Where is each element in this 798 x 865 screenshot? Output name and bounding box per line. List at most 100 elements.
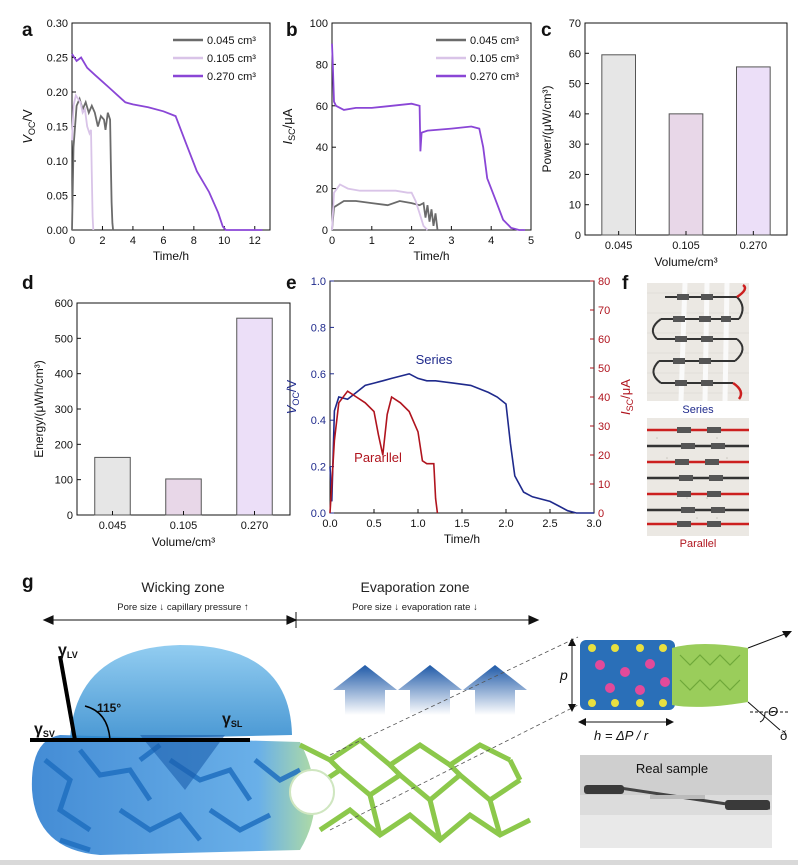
bar-0.105 [668, 113, 704, 236]
real-sample-photo [580, 755, 772, 848]
legend-label-2: 0.105 cm³ [470, 53, 519, 65]
panel-label-f: f [622, 273, 629, 294]
evaporation-arrows [333, 665, 527, 715]
panel-label-a: a [22, 20, 33, 41]
y-left-tick-label: 1.0 [311, 276, 326, 288]
y-right-tick-label: 60 [598, 334, 610, 346]
y-left-tick-label: 0.8 [311, 322, 326, 334]
y-right-tick-label: 10 [598, 479, 610, 491]
wicking-cone [140, 735, 225, 790]
legend-label-3: 0.270 cm³ [207, 71, 256, 83]
theta-label: Θ [768, 704, 778, 719]
y-tick-label: 0.25 [47, 53, 68, 65]
pore-hole [289, 769, 335, 815]
y-tick-label: 0.15 [47, 122, 68, 134]
y-right-tick-label: 70 [598, 305, 610, 317]
x-axis-label: Time/h [413, 249, 449, 263]
y-tick-label: 0.05 [47, 191, 68, 203]
x-tick-label: 10 [218, 235, 230, 247]
y-right-tick-label: 50 [598, 363, 610, 375]
y-right-tick-label: 0 [598, 508, 604, 520]
x-tick-label: 2 [99, 235, 105, 247]
gamma-sl: γSL [222, 711, 243, 729]
bar-0.045 [601, 54, 636, 236]
real-sample-label: Real sample [636, 761, 708, 776]
zoom-line-bottom [329, 704, 579, 831]
x-tick-label: 0 [329, 235, 335, 247]
legend-label-1: 0.045 cm³ [470, 35, 519, 47]
zoom-line-top [329, 636, 579, 756]
y-axis-label: VOC/V [20, 109, 37, 144]
x-tick-label: 3.0 [586, 518, 601, 530]
x-tick-label: 0.270 [241, 520, 269, 532]
y-tick-label: 600 [55, 298, 73, 310]
y-tick-label: 0.20 [47, 87, 68, 99]
y-tick-label: 100 [55, 475, 73, 487]
y-axis-label: ISC/μA [280, 108, 297, 144]
y-tick-label: 400 [55, 369, 73, 381]
parallel-photo-drawing [647, 418, 749, 536]
y-tick-label: 40 [316, 142, 328, 154]
x-tick-label: 12 [249, 235, 261, 247]
legend-label-2: 0.105 cm³ [207, 53, 256, 65]
evap-network [298, 736, 532, 844]
x-tick-label: 1.0 [410, 518, 425, 530]
y-tick-label: 300 [55, 404, 73, 416]
y-tick-label: 20 [569, 169, 581, 181]
x-tick-label: 4 [130, 235, 136, 247]
droplet [70, 645, 292, 740]
parallel-annotation: Pararllel [354, 450, 402, 465]
series-line-2 [71, 93, 95, 231]
x-tick-label: 1 [369, 235, 375, 247]
contact-angle: 115° [97, 701, 121, 715]
y-left-tick-label: 0.0 [311, 508, 326, 520]
y-tick-label: 0 [67, 510, 73, 522]
parallel-caption: Parallel [679, 538, 717, 550]
series-annotation: Series [416, 352, 453, 367]
y-tick-label: 100 [310, 18, 328, 30]
x-axis-label: Volume/cm³ [654, 255, 717, 269]
angle-arc [84, 705, 111, 741]
height-equation: h = ΔP / r [594, 728, 649, 743]
panel-label-e: e [286, 273, 297, 294]
x-tick-label: 8 [191, 235, 197, 247]
x-tick-label: 2.0 [498, 518, 513, 530]
wick-body [31, 735, 315, 855]
y-tick-label: 30 [569, 139, 581, 151]
y-tick-label: 40 [569, 109, 581, 121]
lv-tangent-line [58, 655, 77, 741]
y-tick-label: 10 [569, 200, 581, 212]
bar-0.270 [736, 66, 771, 236]
wicking-subtitle: Pore size ↓ capillary pressure ↑ [117, 602, 248, 613]
x-axis-label: Time/h [444, 532, 480, 546]
y-right-tick-label: 40 [598, 392, 610, 404]
evap-title: Evaporation zone [361, 579, 470, 595]
y-tick-label: 0.10 [47, 156, 68, 168]
y-tick-label: 0 [322, 225, 328, 237]
x-axis-label: Volume/cm³ [152, 535, 215, 549]
legend-label-1: 0.045 cm³ [207, 35, 256, 47]
y-tick-label: 200 [55, 439, 73, 451]
pressure-label: p [559, 667, 568, 683]
bottom-rule [0, 860, 798, 865]
bar-0.045 [94, 456, 131, 516]
series-line-pararllel [329, 390, 439, 514]
series-line-3 [71, 53, 263, 231]
panel-label-b: b [286, 20, 298, 41]
bar-0.105 [165, 478, 202, 516]
plot-frame [331, 22, 532, 231]
x-tick-label: 0.105 [672, 240, 700, 252]
x-tick-label: 0.270 [740, 240, 768, 252]
y-left-tick-label: 0.6 [311, 369, 326, 381]
y-left-tick-label: 0.2 [311, 462, 326, 474]
delta-label: ð [780, 728, 787, 743]
x-tick-label: 2.5 [542, 518, 557, 530]
x-tick-label: 0.045 [99, 520, 127, 532]
x-tick-label: 5 [528, 235, 534, 247]
gamma-lv: γLV [58, 642, 78, 660]
y-tick-label: 0.30 [47, 18, 68, 30]
